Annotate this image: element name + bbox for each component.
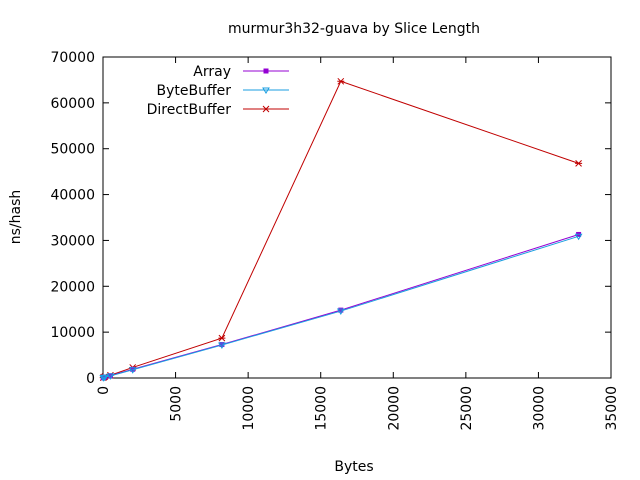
x-tick-label: 0 bbox=[96, 386, 112, 395]
data-point-triangle bbox=[106, 373, 115, 380]
plot-area-frame bbox=[102, 56, 612, 379]
data-point-triangle bbox=[100, 374, 109, 382]
series-bytebuffer bbox=[99, 233, 583, 382]
y-tick-label: 60000 bbox=[50, 96, 95, 112]
x-tick-label: 35000 bbox=[604, 386, 620, 431]
y-tick-label: 10000 bbox=[50, 325, 95, 341]
x-tick-label: 20000 bbox=[386, 386, 402, 431]
y-tick-label: 20000 bbox=[50, 279, 95, 295]
data-point-triangle bbox=[574, 233, 583, 241]
series-array bbox=[100, 231, 582, 381]
axis-ticks: 0 10000 20000 30000 40000 50000 60000 70000 0 500… bbox=[50, 50, 620, 431]
data-point-triangle bbox=[218, 342, 226, 349]
series-line-directbuffer bbox=[102, 80, 579, 379]
y-tick-label: 40000 bbox=[50, 188, 95, 204]
x-axis-label: Bytes bbox=[334, 459, 373, 475]
series-line-array bbox=[103, 233, 579, 379]
chart-title: murmur3h32-guava by Slice Length bbox=[228, 21, 480, 37]
legend-label-bytebuffer: ByteBuffer bbox=[157, 83, 232, 99]
x-tick-label: 25000 bbox=[459, 386, 475, 431]
y-tick-label: 30000 bbox=[50, 233, 95, 249]
data-point-triangle bbox=[336, 308, 345, 316]
data-point-square bbox=[338, 307, 344, 313]
y-axis-label: ns/hash bbox=[8, 190, 24, 245]
x-tick-label: 15000 bbox=[314, 386, 330, 431]
legend-label-directbuffer: DirectBuffer bbox=[147, 102, 232, 118]
data-point-triangle bbox=[262, 87, 270, 94]
legend: Array ByteBuffer DirectBuffer bbox=[147, 64, 289, 118]
x-tick-label: 5000 bbox=[169, 386, 185, 422]
data-point-square bbox=[263, 68, 269, 74]
x-tick-label: 10000 bbox=[241, 386, 257, 431]
legend-label-array: Array bbox=[193, 64, 231, 80]
data-point-triangle bbox=[128, 367, 137, 374]
series-layer bbox=[99, 77, 583, 382]
data-point-star bbox=[575, 160, 583, 167]
series-line-bytebuffer bbox=[103, 235, 579, 379]
data-point-star bbox=[262, 105, 270, 113]
y-tick-label: 0 bbox=[86, 371, 95, 387]
series-directbuffer bbox=[99, 77, 583, 381]
y-tick-label: 70000 bbox=[50, 50, 95, 66]
y-tick-label: 50000 bbox=[50, 142, 95, 158]
data-point-star bbox=[337, 77, 345, 85]
x-tick-label: 30000 bbox=[531, 386, 547, 431]
data-point-star bbox=[218, 334, 226, 342]
